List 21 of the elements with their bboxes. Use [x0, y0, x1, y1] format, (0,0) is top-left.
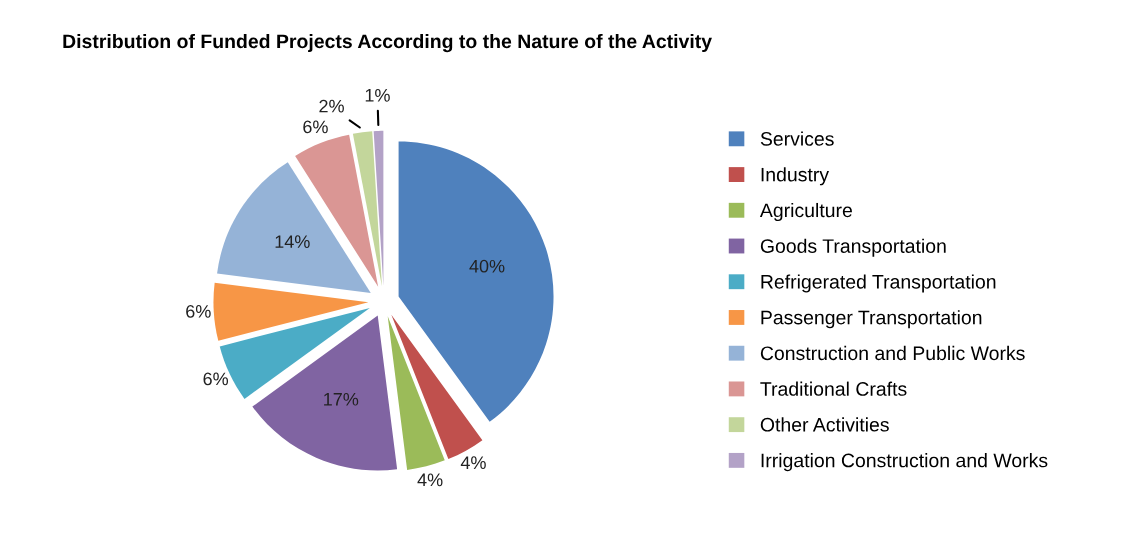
legend-label: Irrigation Construction and Works [761, 453, 1048, 472]
legend-label: Services [760, 131, 834, 146]
legend-label: Industry [761, 167, 830, 186]
legend-label: Construction and Public Works [760, 345, 1025, 361]
data-label: 6% [186, 305, 211, 318]
data-label: 4% [417, 473, 443, 487]
data-label: 1% [365, 89, 390, 102]
data-label: 6% [203, 372, 229, 386]
data-label: 2% [319, 99, 344, 113]
legend-label: Passenger Transportation [761, 310, 982, 329]
data-label: 17% [324, 392, 359, 406]
legend-label: Agriculture [759, 202, 852, 222]
data-label: 4% [460, 456, 486, 469]
legend-label: Traditional Crafts [760, 381, 907, 396]
data-label: 6% [303, 120, 328, 134]
chart-title: Distribution of Funded Projects According to the Nature of the Activity [63, 33, 712, 53]
legend-label: Refrigerated Transportation [761, 274, 996, 293]
data-label: 40% [469, 259, 505, 273]
data-label: 14% [275, 235, 310, 248]
legend-label: Other Activities [760, 417, 889, 432]
legend-label: Goods Transportation [760, 238, 946, 257]
